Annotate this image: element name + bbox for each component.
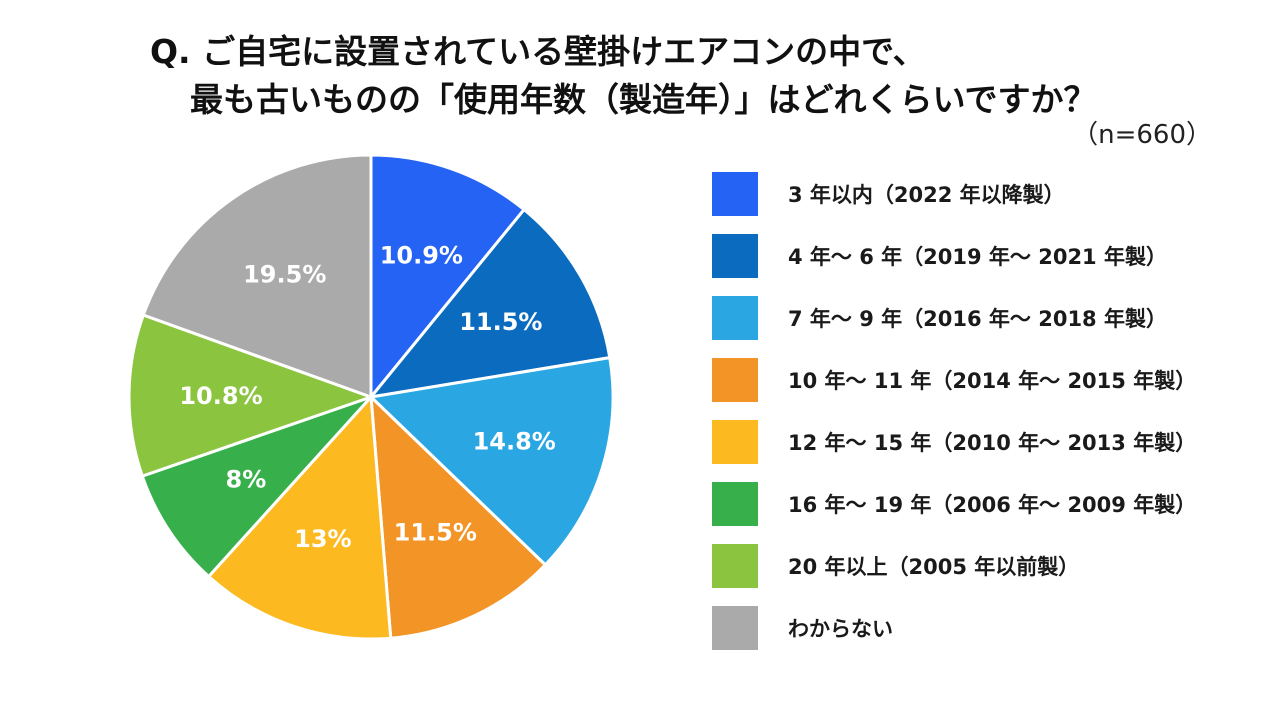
pie-chart: 10.9% 11.5% 14.8% 11.5% 13% 8% 10.8% 19.5% [127,153,615,641]
legend-label: 16 年〜 19 年（2006 年〜 2009 年製） [788,493,1197,517]
legend-label: わからない [788,617,893,641]
pie-slice-7 [127,313,373,478]
legend-label: 12 年〜 15 年（2010 年〜 2013 年製） [788,431,1197,455]
legend-item-4: 10 年〜 11 年（2014 年〜 2015 年製） [712,358,1196,402]
legend-swatch [712,358,758,402]
chart-title-line-2: 最も古いものの「使用年数（製造年）」はどれくらいですか？ [190,80,1097,119]
pie-slice-5 [207,395,393,641]
legend-swatch [712,420,758,464]
pie-slice-3 [369,356,615,567]
legend-swatch [712,296,758,340]
legend-swatch [712,234,758,278]
sample-size: （n=660） [1072,120,1212,150]
legend-item-1: 3 年以内（2022 年以降製） [712,172,1196,216]
legend-item-2: 4 年〜 6 年（2019 年〜 2021 年製） [712,234,1196,278]
legend-swatch [712,172,758,216]
slice-value-label-7: 10.8% [179,382,262,410]
pie-slice-4 [369,395,547,640]
chart-title-line-1: Q. ご自宅に設置されている壁掛けエアコンの中で、 [150,32,926,71]
slice-value-label-3: 14.8% [473,428,556,456]
legend-item-3: 7 年〜 9 年（2016 年〜 2018 年製） [712,296,1196,340]
pie-slice-1 [369,153,526,399]
pie-slice-2 [369,208,612,399]
slice-value-label-1: 10.9% [380,242,463,270]
slice-value-label-4: 11.5% [394,519,477,547]
slice-value-label-5: 13% [294,525,351,553]
pie-slice-8 [141,153,373,399]
legend: 3 年以内（2022 年以降製） 4 年〜 6 年（2019 年〜 2021 年製… [712,172,1196,668]
legend-swatch [712,606,758,650]
slice-value-label-8: 19.5% [243,260,326,288]
legend-label: 20 年以上（2005 年以前製） [788,555,1080,579]
legend-item-7: 20 年以上（2005 年以前製） [712,544,1196,588]
legend-swatch [712,544,758,588]
pie-slice-6 [140,395,373,579]
legend-label: 4 年〜 6 年（2019 年〜 2021 年製） [788,245,1167,269]
legend-item-5: 12 年〜 15 年（2010 年〜 2013 年製） [712,420,1196,464]
legend-item-8: わからない [712,606,1196,650]
legend-label: 7 年〜 9 年（2016 年〜 2018 年製） [788,307,1167,331]
chart-title: Q. ご自宅に設置されている壁掛けエアコンの中で、 最も古いものの「使用年数（製… [0,28,1280,124]
slice-value-label-6: 8% [226,466,267,494]
slice-value-label-2: 11.5% [459,308,542,336]
legend-swatch [712,482,758,526]
legend-label: 3 年以内（2022 年以降製） [788,183,1065,207]
legend-label: 10 年〜 11 年（2014 年〜 2015 年製） [788,369,1197,393]
legend-item-6: 16 年〜 19 年（2006 年〜 2009 年製） [712,482,1196,526]
